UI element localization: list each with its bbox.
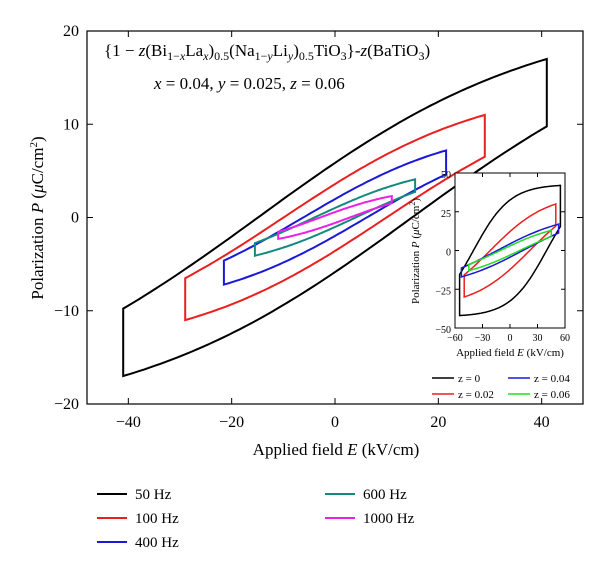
y-tick-label: 50: [441, 170, 451, 181]
y-tick-label: −25: [435, 286, 451, 297]
inset-series-group: [458, 184, 562, 317]
y-tick-label: 20: [63, 23, 79, 40]
series-loop-600-hz: [253, 178, 417, 257]
inset-legend-label: z = 0.04: [534, 373, 570, 385]
legend-label: 1000 Hz: [363, 511, 415, 527]
series-loop-z-0-02: [463, 202, 557, 299]
x-tick-label: −20: [219, 414, 244, 431]
x-tick-label: 30: [533, 333, 543, 344]
series-loop-400-hz: [222, 149, 448, 286]
legend-label: 600 Hz: [363, 487, 407, 503]
inset-axis-ticks: −60 −30 0 30 60 −50 −25 0 25 50: [435, 170, 570, 344]
series-loop-1000-hz: [277, 194, 393, 241]
legend-label: 400 Hz: [135, 535, 179, 551]
inset-legend-label: z = 0.06: [534, 389, 570, 401]
y-tick-label: −20: [54, 396, 79, 413]
y-tick-label: 0: [71, 210, 79, 227]
main-legend: 50 Hz 100 Hz 400 Hz 600 Hz 1000 Hz: [97, 487, 415, 551]
y-tick-label: 10: [63, 116, 79, 133]
x-tick-label: −60: [447, 333, 463, 344]
inset-x-axis-label: Applied field E (kV/cm): [456, 347, 564, 359]
x-tick-label: 0: [331, 414, 339, 431]
x-tick-label: 40: [534, 414, 550, 431]
series-loop-100-hz: [184, 113, 486, 322]
y-tick-label: 25: [441, 209, 451, 220]
series-loop-z-0-04: [460, 223, 560, 278]
main-title: {1 − z(Bi1−xLax)0.5(Na1−yLiy)0.5TiO3}-z(…: [104, 41, 430, 63]
inset-legend-label: z = 0.02: [458, 389, 494, 401]
inset-legend: z = 0 z = 0.02 z = 0.04 z = 0.06: [432, 373, 570, 401]
inset-y-axis-label: Polarization P (μC/cm2): [408, 198, 422, 304]
series-loop-z-0: [458, 184, 562, 317]
series-loop-z-0-06: [468, 229, 553, 272]
series-loop-50-hz: [122, 57, 548, 378]
y-tick-label: 0: [446, 248, 451, 259]
main-axis-ticks: −40 −20 0 20 40 −20 −10 0 10 20: [54, 23, 583, 431]
x-tick-label: 20: [430, 414, 446, 431]
y-tick-label: −10: [54, 303, 79, 320]
x-tick-label: 0: [508, 333, 513, 344]
x-tick-label: −30: [475, 333, 491, 344]
legend-label: 100 Hz: [135, 511, 179, 527]
x-tick-label: −40: [116, 414, 141, 431]
main-y-axis-label: Polarization P (μC/cm2): [28, 136, 47, 299]
x-tick-label: 60: [560, 333, 570, 344]
main-series-group: [122, 57, 548, 378]
main-subtitle: x = 0.04, y = 0.025, z = 0.06: [153, 74, 345, 93]
inset-legend-label: z = 0: [458, 373, 481, 385]
inset-plot-frame: [454, 172, 566, 329]
legend-label: 50 Hz: [135, 487, 172, 503]
main-x-axis-label: Applied field E (kV/cm): [253, 440, 420, 459]
y-tick-label: −50: [435, 325, 451, 336]
